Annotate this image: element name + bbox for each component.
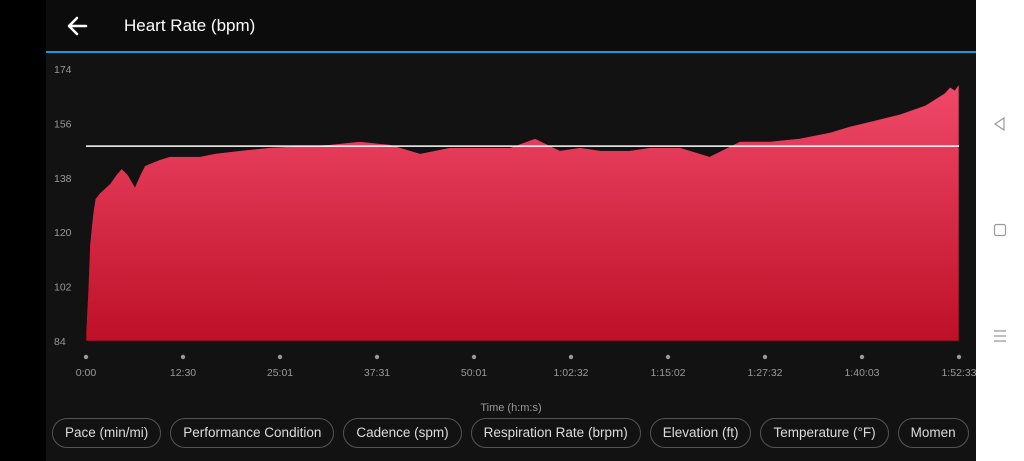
square-home-icon[interactable]	[992, 222, 1008, 238]
metric-chip[interactable]: Respiration Rate (brpm)	[470, 418, 641, 448]
metric-chip[interactable]: Elevation (ft)	[649, 418, 752, 448]
x-tick-label: 1:40:03	[844, 367, 879, 379]
x-tick-dot	[568, 354, 574, 360]
heart-rate-chart: 174 156 138 120 102 84 0:00 12:30 25:01 37:31 50:0…	[54, 64, 976, 379]
x-tick-dot	[665, 354, 671, 360]
x-tick-dot	[956, 354, 962, 360]
metric-chips: Pace (min/mi) Performance Condition Cadenc…	[52, 418, 978, 448]
app-screen: 174 156 138 120 102 84 0:00 12:30 25:01 37:31 50:0…	[46, 0, 976, 461]
metric-chip[interactable]: Cadence (spm)	[343, 418, 462, 448]
y-tick-label: 138	[54, 173, 72, 185]
x-tick-label: 37:31	[364, 367, 390, 379]
metric-chip[interactable]: Pace (min/mi)	[52, 418, 162, 448]
x-tick-label: 0:00	[76, 367, 97, 379]
menu-lines-icon[interactable]	[992, 328, 1008, 344]
x-tick-label: 1:52:33	[941, 367, 976, 379]
arrow-left-icon[interactable]	[64, 12, 92, 40]
x-tick-label: 25:01	[267, 367, 293, 379]
x-tick-dot	[762, 354, 768, 360]
top-bar: Heart Rate (bpm)	[46, 0, 976, 53]
x-tick-label: 1:27:32	[747, 367, 782, 379]
page-title: Heart Rate (bpm)	[124, 16, 256, 35]
x-tick-dot	[374, 354, 380, 360]
x-tick-dot	[859, 354, 865, 360]
y-tick-label: 84	[54, 336, 66, 348]
triangle-back-icon[interactable]	[992, 116, 1008, 132]
x-tick-dot	[277, 354, 283, 360]
x-tick-dot	[83, 354, 89, 360]
metric-chip[interactable]: Performance Condition	[170, 418, 335, 448]
metric-chip[interactable]: Temperature (°F)	[760, 418, 889, 448]
x-tick-dot	[180, 354, 186, 360]
x-axis-label: Time (h:m:s)	[480, 402, 542, 414]
y-tick-label: 102	[54, 282, 72, 294]
x-tick-label: 1:02:32	[553, 367, 588, 379]
metric-chip[interactable]: Momen	[897, 418, 969, 448]
x-tick-label: 1:15:02	[650, 367, 685, 379]
y-tick-label: 120	[54, 227, 72, 239]
x-tick-label: 50:01	[461, 367, 487, 379]
heart-rate-area	[85, 83, 960, 342]
y-tick-label: 156	[54, 118, 72, 130]
x-tick-dot	[471, 354, 477, 360]
android-nav-bar	[976, 0, 1024, 461]
x-tick-label: 12:30	[170, 367, 196, 379]
y-tick-label: 174	[54, 64, 72, 76]
